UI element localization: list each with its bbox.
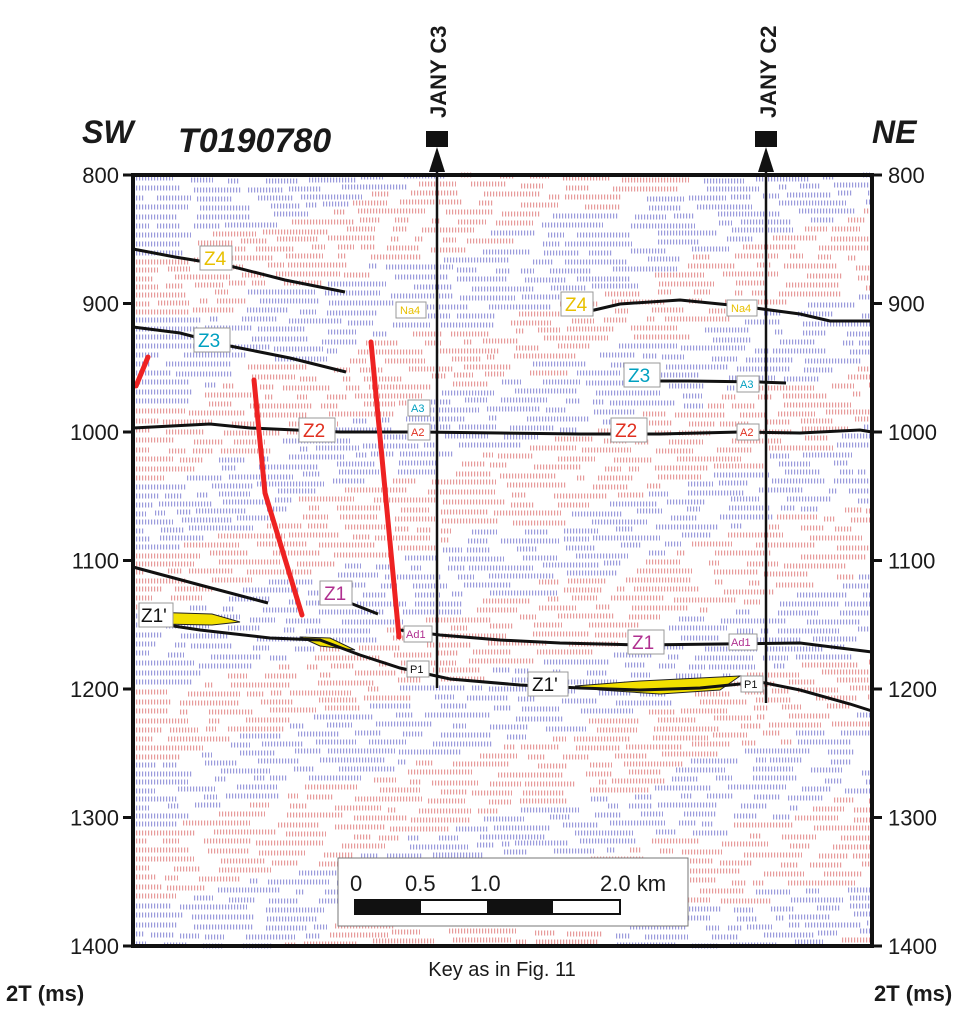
time-axis: 800 800 900 900 1000 1000 1100 1100 1200 1200 1300… xyxy=(70,163,937,959)
time-tick-label-left: 900 xyxy=(82,292,119,317)
horizon-label-z4-left: Z4 xyxy=(204,249,227,270)
time-tick-label-left: 1200 xyxy=(70,677,119,702)
time-tick-label-right: 1200 xyxy=(888,677,937,702)
marker-c3-na4: Na4 xyxy=(400,305,420,317)
marker-c2-p1: P1 xyxy=(744,679,757,691)
horizon-z1prime xyxy=(146,620,873,713)
time-tick-label-left: 1100 xyxy=(72,549,119,574)
sw-direction-label: SW xyxy=(82,114,136,150)
marker-c3-a2: A2 xyxy=(411,427,424,439)
time-axis-unit-left: 2T (ms) xyxy=(6,981,84,1006)
time-tick-label-right: 1300 xyxy=(888,806,937,831)
scale-label-1-0: 1.0 xyxy=(470,871,501,896)
horizon-label-z3-right: Z3 xyxy=(628,366,650,387)
marker-c3-a3: A3 xyxy=(411,403,424,415)
well-label-jany-c3: JANY C3 xyxy=(426,25,451,118)
horizon-label-z1prime-right: Z1' xyxy=(532,675,558,696)
time-tick-label-right: 1400 xyxy=(888,934,937,959)
horizon-label-z2-right: Z2 xyxy=(615,421,637,442)
horizon-z2 xyxy=(132,422,873,436)
time-tick-label-right: 800 xyxy=(888,163,925,188)
well-head-icon-jany-c3 xyxy=(426,131,448,172)
marker-c2-ad1: Ad1 xyxy=(731,637,751,649)
marker-c2-a3: A3 xyxy=(740,379,753,391)
marker-c3-ad1: Ad1 xyxy=(406,629,426,641)
time-axis-unit-right: 2T (ms) xyxy=(874,981,952,1006)
horizon-label-z3-left: Z3 xyxy=(198,331,220,352)
fault-middle-right xyxy=(368,339,402,640)
scale-label-0-5: 0.5 xyxy=(405,871,436,896)
time-tick-label-left: 1000 xyxy=(70,420,119,445)
well-marker-labels: Na4 A3 A2 Ad1 P1 Na4 A3 A2 Ad1 P1 xyxy=(395,299,764,693)
horizon-z1-left-a xyxy=(132,565,269,605)
well-head-icon-jany-c2 xyxy=(755,131,777,172)
horizon-z1-right xyxy=(399,628,873,654)
horizon-label-z1prime-left: Z1' xyxy=(141,606,167,627)
time-tick-label-left: 1400 xyxy=(70,934,119,959)
figure-caption: Key as in Fig. 11 xyxy=(428,959,575,981)
marker-c3-p1: P1 xyxy=(410,664,423,676)
marker-c2-a2: A2 xyxy=(740,427,753,439)
horizon-z3-right xyxy=(660,379,787,385)
fault-far-left xyxy=(133,354,151,389)
scale-label-2-0-km: 2.0 km xyxy=(600,871,666,896)
horizon-label-z4-right: Z4 xyxy=(565,295,588,316)
time-tick-label-right: 1000 xyxy=(888,420,937,445)
time-tick-label-left: 800 xyxy=(82,163,119,188)
well-label-jany-c2: JANY C2 xyxy=(756,25,781,118)
seismic-traces xyxy=(136,172,870,949)
time-tick-label-right: 1100 xyxy=(888,549,935,574)
horizon-label-z1-left: Z1 xyxy=(324,584,346,605)
scale-bar: 0 0.5 1.0 2.0 km xyxy=(337,857,689,927)
profile-title: T0190780 xyxy=(178,122,331,160)
scale-label-0: 0 xyxy=(350,871,362,896)
time-tick-label-right: 900 xyxy=(888,292,925,317)
horizon-label-z2-left: Z2 xyxy=(303,421,325,442)
horizon-label-z1-right: Z1 xyxy=(632,633,654,654)
horizon-lines xyxy=(132,247,873,713)
time-tick-label-left: 1300 xyxy=(70,806,119,831)
fault-middle-left xyxy=(251,377,305,618)
fault-lines xyxy=(133,339,402,640)
ne-direction-label: NE xyxy=(872,114,918,150)
horizon-name-labels: Z4 Z4 Z3 Z3 Z2 Z2 Z1 Z1 Z1' Z1' xyxy=(138,245,665,697)
horizon-z1-left-b xyxy=(349,601,379,616)
marker-c2-na4: Na4 xyxy=(731,303,751,315)
